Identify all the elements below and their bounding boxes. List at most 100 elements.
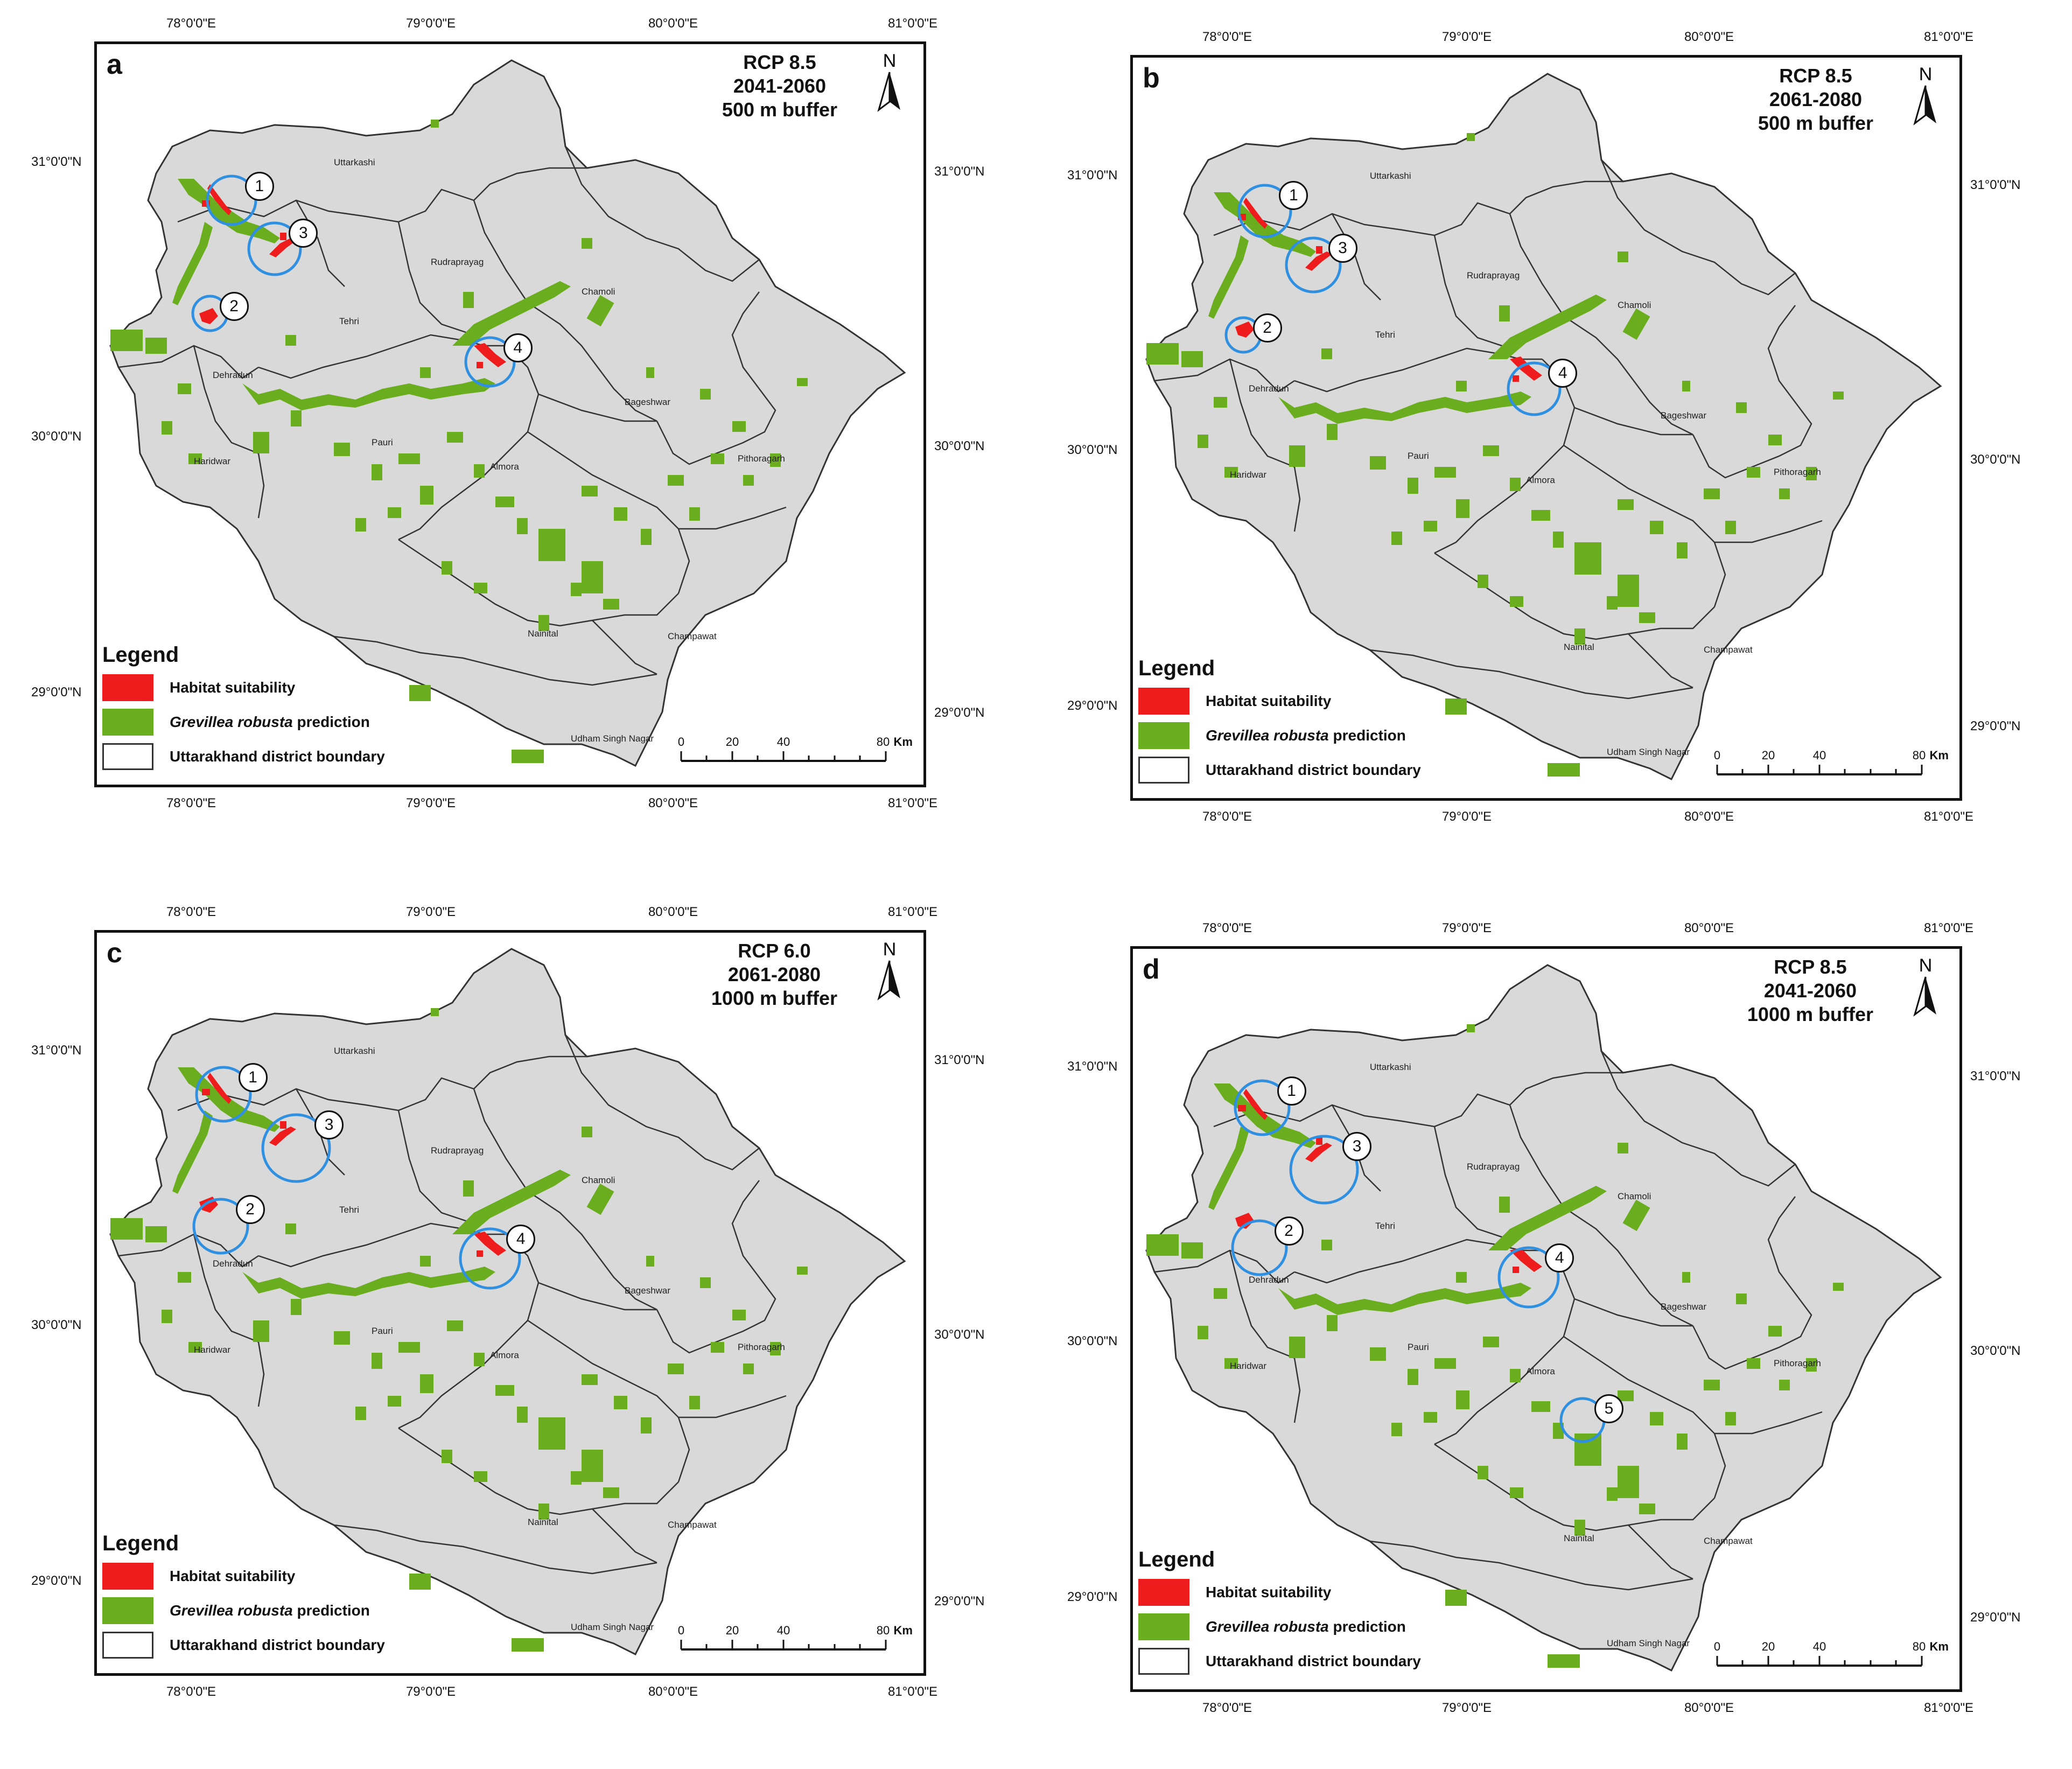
hotspot-number: 5 — [1594, 1394, 1623, 1423]
district-label-rudraprayag: Rudraprayag — [1467, 1162, 1520, 1172]
scale-bar: 0 20 40 80 Km — [678, 735, 913, 773]
legend-label-prediction: Grevillea robusta prediction — [1206, 727, 1406, 744]
scale-bar-graphic — [1716, 765, 1923, 775]
rcp-label: RCP 8.5 — [1779, 65, 1852, 87]
district-label-bageshwar: Bageshwar — [625, 397, 671, 407]
north-label: N — [1919, 64, 1933, 85]
north-arrow-icon: N — [1913, 64, 1936, 125]
legend-label-habitat: Habitat suitability — [170, 1568, 296, 1584]
prediction-word: prediction — [1328, 727, 1406, 744]
legend-row-prediction: Grevillea robusta prediction — [102, 705, 436, 739]
district-label-uttarkashi: Uttarkashi — [334, 157, 375, 167]
district-label-champawat: Champawat — [1704, 645, 1753, 655]
lat-label-right: 31°0'0"N — [934, 164, 985, 179]
lon-label-top: 80°0'0"E — [648, 905, 698, 919]
lat-label-left: 29°0'0"N — [31, 685, 82, 700]
panel-letter: c — [107, 938, 122, 969]
lon-label-bottom: 78°0'0"E — [1202, 809, 1252, 824]
panel-letter: d — [1143, 954, 1160, 985]
hotspot-number: 4 — [506, 1225, 536, 1254]
map-panel-d: 78°0'0"E 79°0'0"E 80°0'0"E 81°0'0"E 78°0… — [1036, 905, 2072, 1769]
district-label-nainital: Nainital — [528, 628, 558, 639]
district-label-udham-singh-nagar: Udham Singh Nagar — [1607, 1638, 1690, 1648]
legend-title: Legend — [102, 1532, 179, 1555]
legend-row-boundary: Uttarakhand district boundary — [1138, 753, 1472, 787]
district-label-chamoli: Chamoli — [582, 1175, 615, 1185]
lat-label-right: 30°0'0"N — [1970, 452, 2021, 467]
lon-label-top: 79°0'0"E — [405, 905, 456, 919]
hotspot-number: 4 — [503, 333, 533, 362]
scale-bar-graphic — [1716, 1656, 1923, 1667]
district-label-haridwar: Haridwar — [1230, 1361, 1267, 1371]
legend-row-boundary: Uttarakhand district boundary — [102, 739, 436, 774]
lon-label-top: 78°0'0"E — [1202, 30, 1252, 44]
north-arrow-icon: N — [1913, 955, 1936, 1017]
district-label-nainital: Nainital — [528, 1517, 558, 1527]
scale-unit: Km — [1929, 1640, 1949, 1653]
lon-label-top: 80°0'0"E — [648, 16, 698, 31]
scale-bar: 0 20 40 80 Km — [678, 1624, 913, 1661]
north-label: N — [1919, 955, 1933, 976]
legend-label-habitat: Habitat suitability — [170, 679, 296, 696]
lon-label-top: 81°0'0"E — [1923, 30, 1974, 44]
district-label-bageshwar: Bageshwar — [1661, 410, 1707, 421]
lon-label-bottom: 79°0'0"E — [405, 796, 456, 810]
legend: Legend Habitat suitability Grevillea rob… — [1138, 1548, 1472, 1679]
district-label-rudraprayag: Rudraprayag — [431, 1145, 484, 1156]
buffer-label: 1000 m buffer — [1747, 1003, 1873, 1025]
district-label-rudraprayag: Rudraprayag — [431, 257, 484, 267]
scale-tick-label: 80 — [876, 735, 890, 749]
legend-label-prediction: Grevillea robusta prediction — [1206, 1618, 1406, 1635]
scale-bar-graphic — [680, 1640, 887, 1651]
lat-label-left: 31°0'0"N — [1067, 1059, 1118, 1074]
map-frame: d RCP 8.5 2041-2060 1000 m buffer N Utta… — [1130, 946, 1962, 1692]
lon-label-top: 78°0'0"E — [166, 905, 216, 919]
legend-swatch-boundary — [1138, 1648, 1189, 1675]
scale-tick-label: 20 — [1761, 1640, 1775, 1653]
lat-label-right: 29°0'0"N — [1970, 719, 2021, 733]
lat-label-left: 30°0'0"N — [1067, 443, 1118, 457]
prediction-word: prediction — [292, 1602, 370, 1619]
scale-tick-label: 80 — [1912, 749, 1926, 762]
district-label-tehri: Tehri — [1375, 1221, 1395, 1231]
species-name: Grevillea robusta — [1206, 727, 1329, 744]
district-label-bageshwar: Bageshwar — [625, 1285, 671, 1296]
legend-row-habitat: Habitat suitability — [102, 1559, 436, 1593]
lon-label-bottom: 80°0'0"E — [1684, 1701, 1734, 1715]
legend-row-boundary: Uttarakhand district boundary — [102, 1628, 436, 1662]
legend-swatch-prediction — [1138, 722, 1189, 749]
lat-label-left: 31°0'0"N — [31, 1043, 82, 1058]
district-label-pithoragarh: Pithoragarh — [738, 1342, 785, 1352]
hotspot-number: 3 — [314, 1110, 344, 1139]
district-label-dehradun: Dehradun — [1249, 1275, 1289, 1285]
buffer-label: 1000 m buffer — [711, 987, 837, 1009]
scale-tick-label: 40 — [1812, 749, 1826, 762]
district-label-tehri: Tehri — [339, 1205, 359, 1215]
district-label-almora: Almora — [490, 1350, 519, 1360]
hotspot-number: 1 — [244, 172, 274, 201]
lon-label-top: 79°0'0"E — [1441, 921, 1492, 935]
district-label-almora: Almora — [490, 462, 519, 472]
hotspot-number: 2 — [1274, 1216, 1304, 1246]
district-label-pithoragarh: Pithoragarh — [738, 453, 785, 464]
panel-letter: a — [107, 49, 122, 80]
hotspot-number: 3 — [289, 219, 318, 248]
lon-label-top: 81°0'0"E — [887, 16, 938, 31]
lat-label-left: 31°0'0"N — [1067, 168, 1118, 183]
legend-label-habitat: Habitat suitability — [1206, 1584, 1332, 1600]
district-label-champawat: Champawat — [668, 631, 717, 641]
lon-label-top: 79°0'0"E — [405, 16, 456, 31]
hotspot-number: 2 — [219, 292, 249, 321]
district-label-chamoli: Chamoli — [1618, 300, 1651, 310]
map-panel-a: 78°0'0"E 79°0'0"E 80°0'0"E 81°0'0"E 78°0… — [0, 0, 1036, 864]
scenario-label: RCP 8.5 2041-2060 1000 m buffer — [1747, 955, 1873, 1026]
legend-row-habitat: Habitat suitability — [102, 670, 436, 705]
district-label-champawat: Champawat — [668, 1520, 717, 1530]
map-panel-b: 78°0'0"E 79°0'0"E 80°0'0"E 81°0'0"E 78°0… — [1036, 13, 2072, 878]
scale-tick-label: 40 — [776, 1624, 790, 1637]
district-label-chamoli: Chamoli — [582, 286, 615, 297]
lat-label-right: 31°0'0"N — [934, 1053, 985, 1067]
scattered-prediction-cells — [162, 1008, 808, 1520]
buffer-label: 500 m buffer — [1758, 112, 1873, 134]
lat-label-left: 29°0'0"N — [1067, 1590, 1118, 1604]
